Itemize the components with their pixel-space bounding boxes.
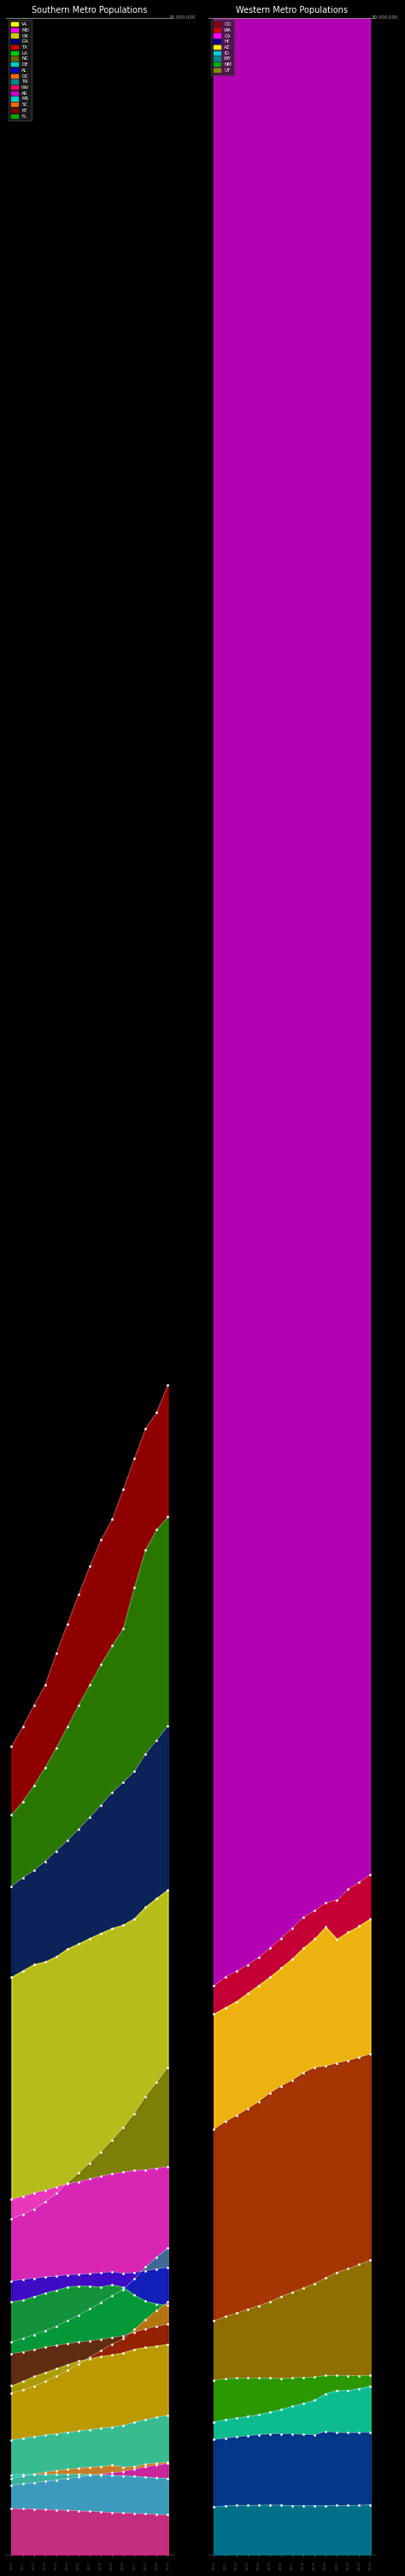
Title: Western Metro Populations: Western Metro Populations xyxy=(236,5,348,15)
Legend: CO, WA, CA, HI, AZ, ID, WY, NM, UT: CO, WA, CA, HI, AZ, ID, WY, NM, UT xyxy=(211,21,234,75)
Text: 30,000,000: 30,000,000 xyxy=(371,15,399,21)
Legend: VA, MD, OK, GA, TX, LA, NC, DE, AL, DC, TN, WV, AR, MS, SC, KY, FL: VA, MD, OK, GA, TX, LA, NC, DE, AL, DC, … xyxy=(9,21,32,121)
Text: 20,000,000: 20,000,000 xyxy=(169,15,196,21)
Title: Southern Metro Populations: Southern Metro Populations xyxy=(32,5,147,15)
